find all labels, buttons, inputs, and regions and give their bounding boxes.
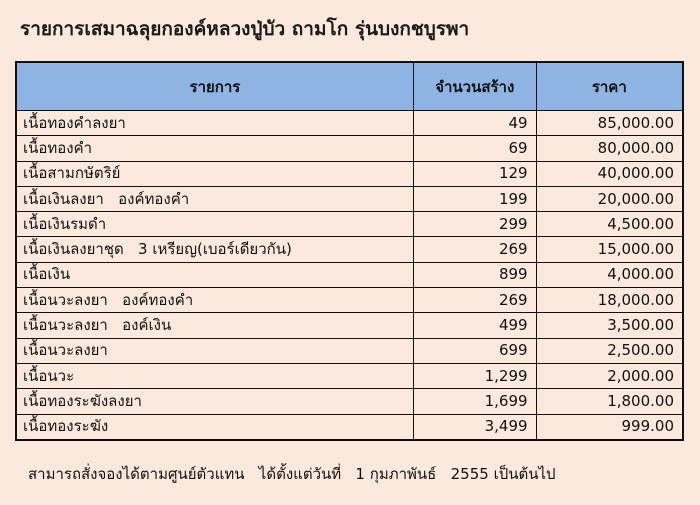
table-row: เนื้อทองระฆังลงยา 1,699 1,800.00 xyxy=(15,388,684,415)
cell-price: 2,000.00 xyxy=(535,362,684,390)
table-row: เนื้อเงิน 899 4,000.00 xyxy=(15,261,684,289)
cell-quantity: 499 xyxy=(412,312,537,339)
cell-item: เนื้อเงินลงยาชุด 3 เหรียญ(เบอร์เดียวกัน) xyxy=(15,236,414,263)
cell-item: เนื้อทองคำ xyxy=(15,135,414,162)
cell-price: 3,500.00 xyxy=(535,312,684,339)
cell-price: 4,500.00 xyxy=(535,211,684,238)
cell-item: เนื้อนวะลงยา องค์ทองคำ xyxy=(15,287,414,314)
cell-price: 4,000.00 xyxy=(535,261,684,289)
cell-quantity: 69 xyxy=(412,135,537,162)
header-item: รายการ xyxy=(15,61,414,111)
table-row: เนื้อนวะลงยา องค์ทองคำ 269 18,000.00 xyxy=(15,287,684,314)
table-row: เนื้อทองระฆัง 3,499 999.00 xyxy=(15,413,684,441)
cell-item: เนื้อนวะลงยา องค์เงิน xyxy=(15,312,414,339)
table-row: เนื้อทองคำลงยา 49 85,000.00 xyxy=(15,109,684,137)
cell-quantity: 1,699 xyxy=(412,388,537,415)
table-row: เนื้อสามกษัตริย์ 129 40,000.00 xyxy=(15,160,684,187)
price-table: รายการ จำนวนสร้าง ราคา เนื้อทองคำลงยา 49 8… xyxy=(15,61,684,441)
cell-quantity: 1,299 xyxy=(412,362,537,390)
cell-item: เนื้อสามกษัตริย์ xyxy=(15,160,414,187)
cell-item: เนื้อทองคำลงยา xyxy=(15,109,414,137)
cell-item: เนื้อเงินลงยา องค์ทองคำ xyxy=(15,185,414,213)
table-row: เนื้อนวะ 1,299 2,000.00 xyxy=(15,362,684,390)
cell-quantity: 49 xyxy=(412,109,537,137)
cell-quantity: 3,499 xyxy=(412,413,537,441)
cell-price: 999.00 xyxy=(535,413,684,441)
table-row: เนื้อนวะลงยา 699 2,500.00 xyxy=(15,337,684,364)
cell-price: 80,000.00 xyxy=(535,135,684,162)
cell-item: เนื้อทองระฆัง xyxy=(15,413,414,441)
cell-price: 2,500.00 xyxy=(535,337,684,364)
table-row: เนื้อทองคำ 69 80,000.00 xyxy=(15,135,684,162)
cell-item: เนื้อเงินรมดำ xyxy=(15,211,414,238)
cell-item: เนื้อนวะ xyxy=(15,362,414,390)
cell-quantity: 299 xyxy=(412,211,537,238)
header-price: ราคา xyxy=(535,61,684,111)
cell-quantity: 129 xyxy=(412,160,537,187)
cell-quantity: 199 xyxy=(412,185,537,213)
cell-price: 20,000.00 xyxy=(535,185,684,213)
header-quantity: จำนวนสร้าง xyxy=(412,61,537,111)
cell-price: 85,000.00 xyxy=(535,109,684,137)
cell-price: 1,800.00 xyxy=(535,388,684,415)
table-row: เนื้อนวะลงยา องค์เงิน 499 3,500.00 xyxy=(15,312,684,339)
cell-quantity: 269 xyxy=(412,236,537,263)
table-row: เนื้อเงินลงยา องค์ทองคำ 199 20,000.00 xyxy=(15,185,684,213)
cell-quantity: 899 xyxy=(412,261,537,289)
footer-note: สามารถสั่งจองได้ตามศูนย์ตัวแทน ได้ตั้งแต… xyxy=(28,465,556,483)
page-title: รายการเสมาฉลุยกองค์หลวงปู่บัว ถามโก รุ่น… xyxy=(20,18,470,40)
cell-price: 40,000.00 xyxy=(535,160,684,187)
cell-quantity: 699 xyxy=(412,337,537,364)
cell-item: เนื้อทองระฆังลงยา xyxy=(15,388,414,415)
cell-price: 15,000.00 xyxy=(535,236,684,263)
cell-quantity: 269 xyxy=(412,287,537,314)
table-header-row: รายการ จำนวนสร้าง ราคา xyxy=(15,61,684,111)
cell-item: เนื้อนวะลงยา xyxy=(15,337,414,364)
table-row: เนื้อเงินรมดำ 299 4,500.00 xyxy=(15,211,684,238)
cell-item: เนื้อเงิน xyxy=(15,261,414,289)
table-row: เนื้อเงินลงยาชุด 3 เหรียญ(เบอร์เดียวกัน)… xyxy=(15,236,684,263)
cell-price: 18,000.00 xyxy=(535,287,684,314)
